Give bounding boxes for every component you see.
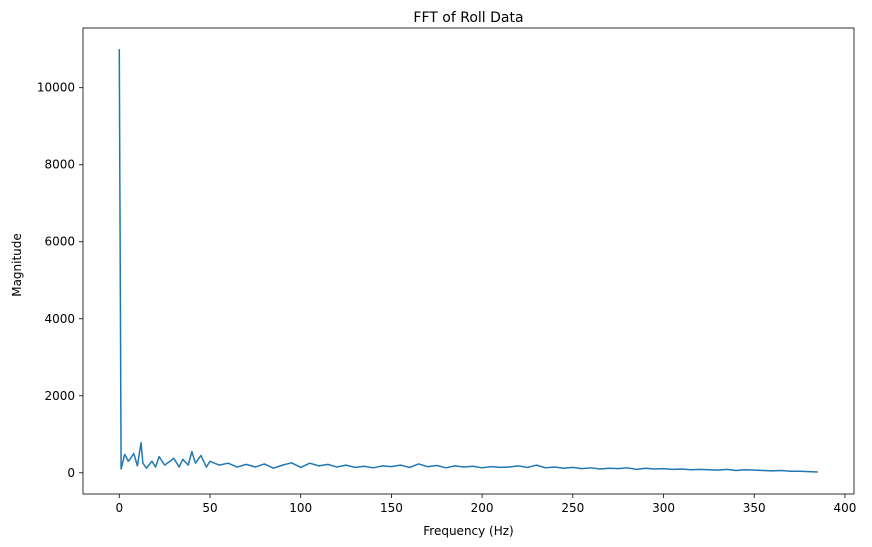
- y-tick-label: 4000: [44, 312, 75, 326]
- y-axis-title: Magnitude: [10, 233, 24, 297]
- plot-area: [118, 49, 818, 473]
- y-axis: 0 2000 4000 6000 8000 10000: [37, 81, 83, 480]
- y-tick-label: 8000: [44, 158, 75, 172]
- x-tick-label: 150: [380, 501, 403, 515]
- y-tick-label: 10000: [37, 81, 75, 95]
- x-tick-label: 250: [561, 501, 584, 515]
- x-axis: 0 50 100 150 200 250 300 350 400: [115, 494, 856, 515]
- y-tick-label: 2000: [44, 389, 75, 403]
- y-tick-label: 6000: [44, 235, 75, 249]
- x-tick-label: 50: [202, 501, 217, 515]
- x-tick-label: 300: [652, 501, 675, 515]
- fft-magnitude-line: [118, 49, 818, 473]
- x-tick-label: 200: [471, 501, 494, 515]
- x-tick-label: 0: [115, 501, 123, 515]
- x-axis-title: Frequency (Hz): [423, 524, 514, 538]
- x-tick-label: 350: [743, 501, 766, 515]
- x-tick-label: 400: [833, 501, 856, 515]
- chart-title: FFT of Roll Data: [413, 10, 523, 26]
- x-tick-label: 100: [289, 501, 312, 515]
- y-tick-label: 0: [67, 466, 75, 480]
- axes-frame: [82, 27, 855, 495]
